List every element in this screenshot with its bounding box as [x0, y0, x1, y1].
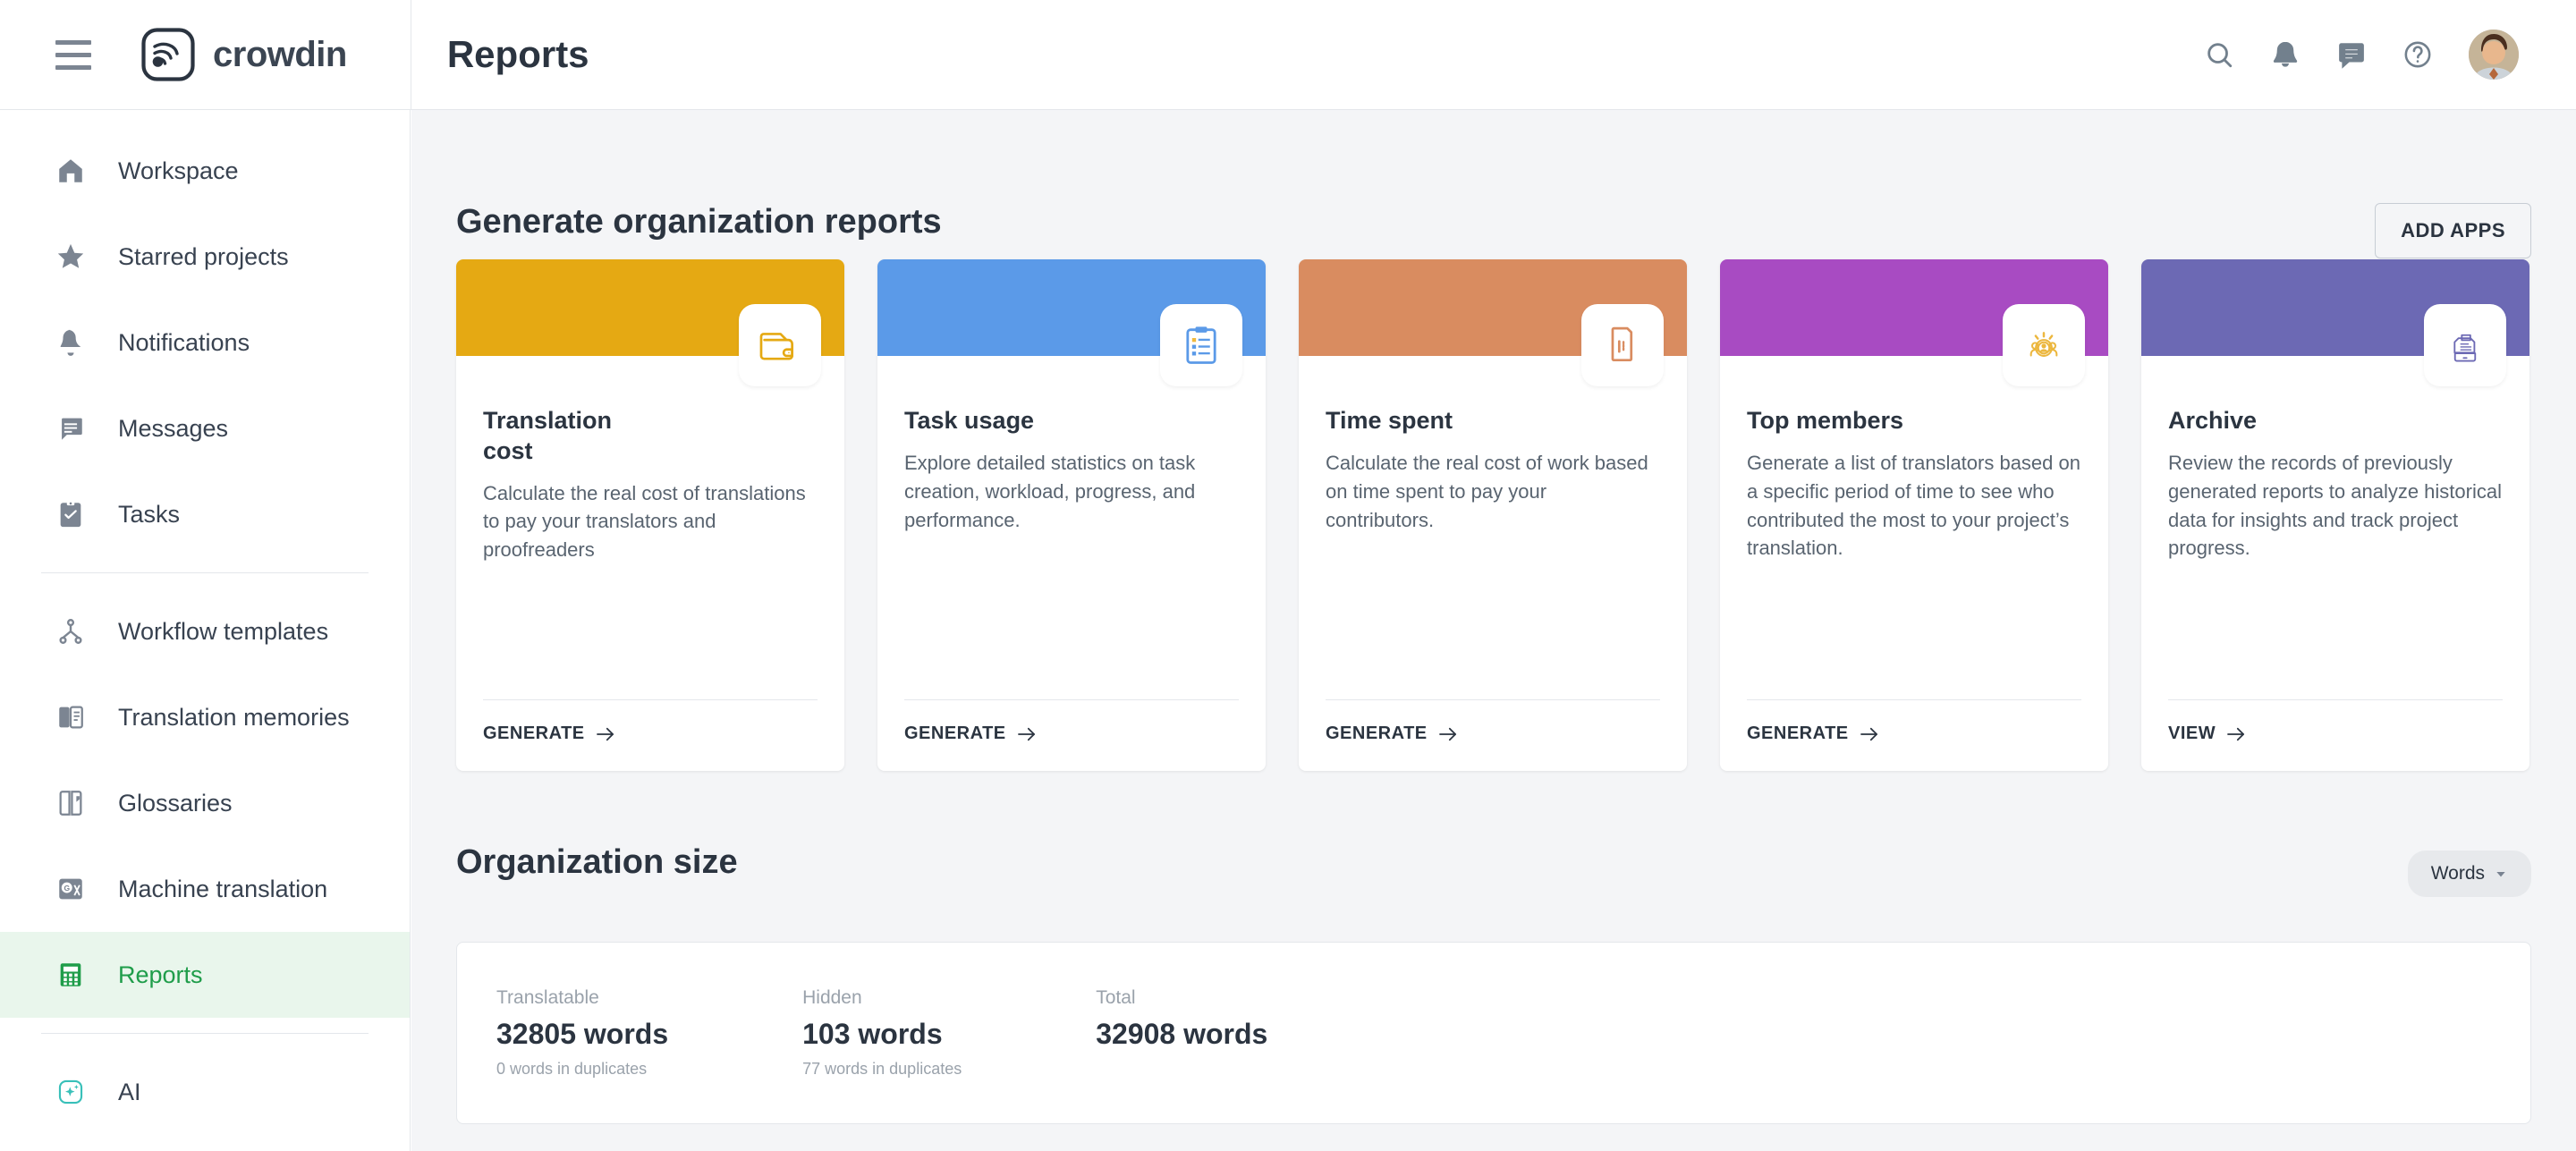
svg-text:G: G	[64, 884, 70, 893]
